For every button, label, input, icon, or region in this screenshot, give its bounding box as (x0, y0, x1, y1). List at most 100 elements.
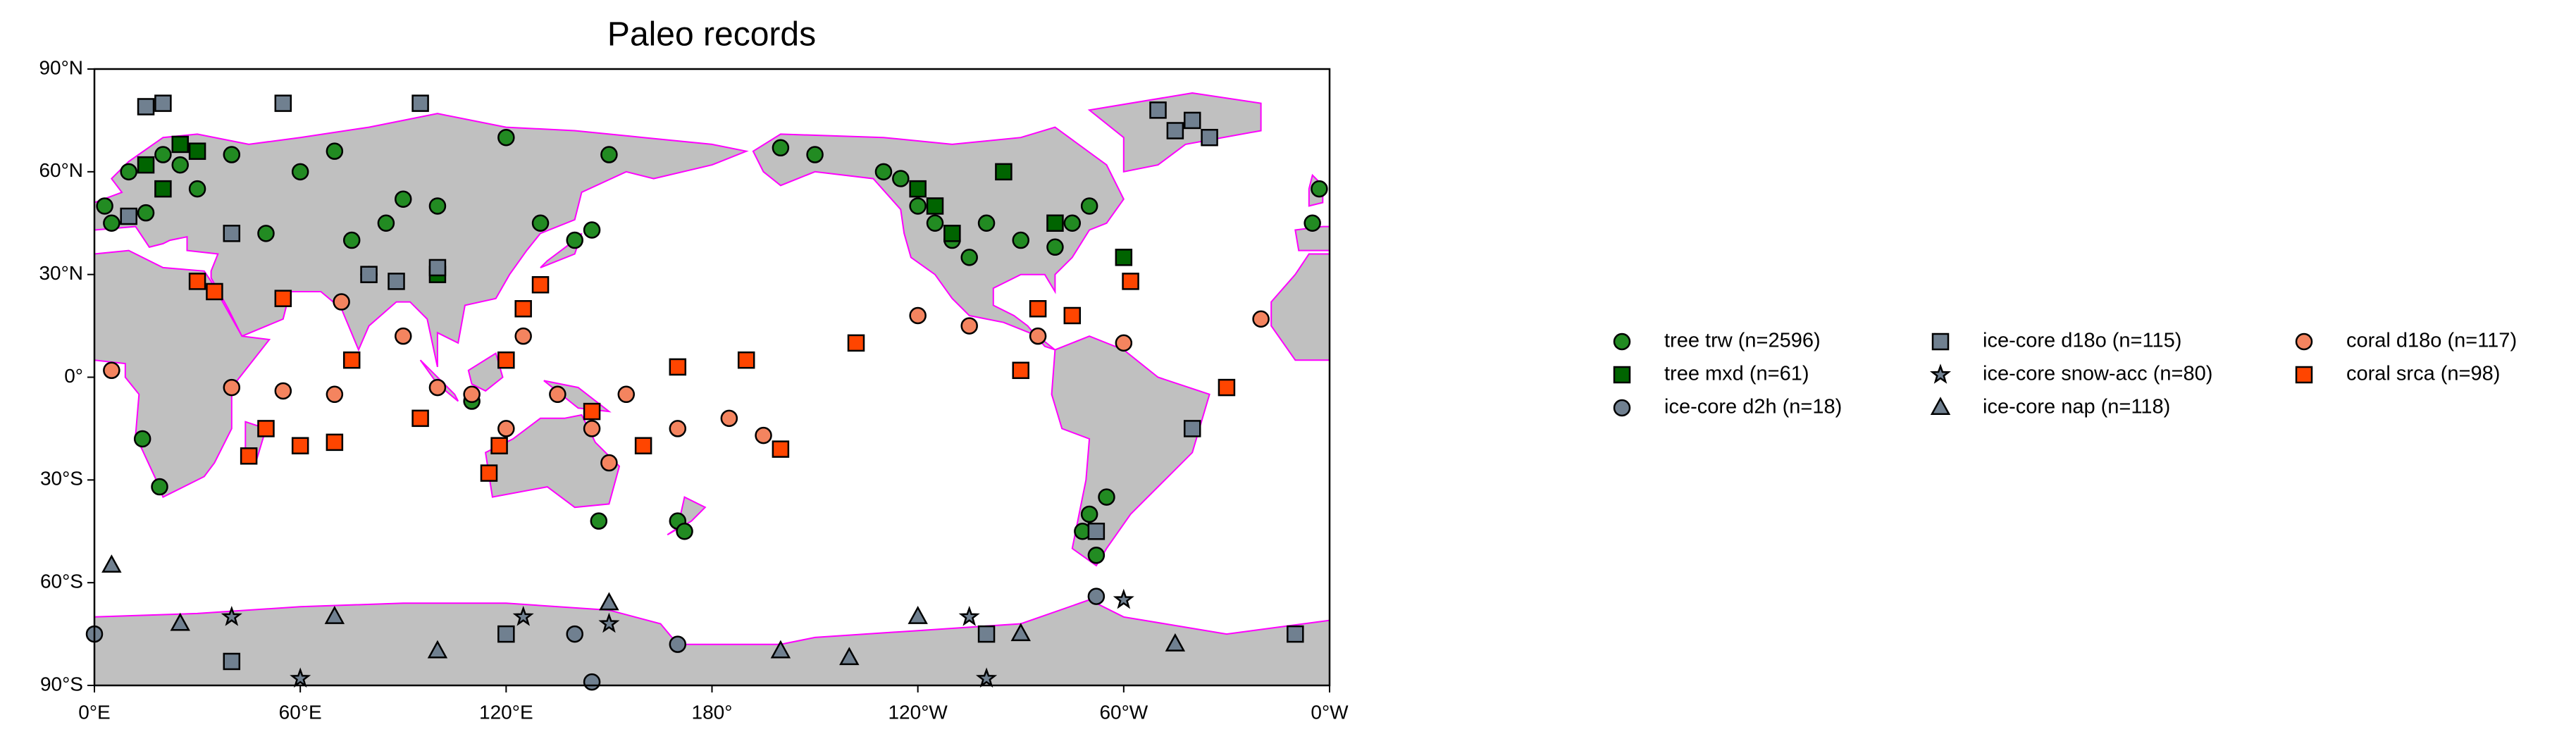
marker-star (221, 605, 242, 626)
marker-star (1929, 363, 1952, 384)
marker-triangle (101, 554, 122, 573)
marker-star (512, 605, 534, 626)
landmass (467, 352, 504, 392)
y-tick-label: 30°S (40, 468, 83, 490)
marker-triangle (839, 647, 860, 666)
marker-circle (1311, 180, 1328, 198)
marker-circle (720, 409, 738, 428)
marker-square (137, 156, 155, 174)
landmass (752, 126, 1125, 351)
x-tick-label: 180° (692, 701, 733, 723)
marker-square (154, 180, 172, 198)
marker-square (847, 334, 865, 352)
marker-square (360, 266, 378, 283)
legend: tree trw (n=2596) tree mxd (n=61) ice-core… (1613, 330, 2517, 418)
marker-square (943, 225, 961, 242)
marker-square (428, 259, 447, 277)
marker-square (188, 142, 206, 160)
marker-circle (583, 221, 601, 239)
marker-circle (1046, 238, 1064, 256)
landmass (1270, 253, 1330, 361)
marker-square (2295, 366, 2313, 384)
marker-circle (274, 382, 292, 400)
marker-circle (103, 361, 120, 380)
x-tick-label: 0°W (1311, 701, 1349, 723)
marker-square (1029, 300, 1047, 318)
marker-circle (1613, 399, 1631, 417)
marker-square (1115, 249, 1133, 266)
landmass (484, 414, 621, 509)
marker-star (598, 612, 620, 633)
marker-square (411, 409, 429, 428)
marker-square (977, 625, 996, 643)
marker-circle (342, 231, 361, 249)
marker-circle (154, 146, 172, 163)
marker-circle (1080, 197, 1098, 215)
marker-square (737, 351, 755, 369)
marker-triangle (1010, 623, 1031, 642)
legend-label: ice-core snow-acc (n=80) (1983, 363, 2212, 385)
marker-square (490, 437, 508, 454)
marker-square (1183, 111, 1201, 130)
y-tick-label: 60°S (40, 571, 83, 592)
x-tick-label: 0°E (78, 701, 110, 723)
marker-square (1122, 273, 1139, 290)
marker-triangle (908, 605, 928, 624)
x-tick-label: 60°W (1099, 701, 1148, 723)
marker-square (240, 447, 258, 465)
marker-circle (428, 378, 447, 397)
marker-triangle (324, 605, 345, 624)
marker-circle (1087, 547, 1106, 564)
marker-square (188, 273, 206, 290)
marker-circle (960, 317, 978, 335)
marker-circle (617, 385, 636, 404)
marker-circle (806, 146, 824, 163)
y-tick-label: 90°S (40, 673, 83, 695)
axes: 0°E 60°E 120°E 180° 120°W 60°W 0°W 90°S 60°S 30°S… (39, 56, 1349, 723)
marker-circle (395, 327, 412, 345)
marker-circle (326, 142, 344, 160)
marker-circle (600, 146, 618, 163)
marker-circle (257, 225, 275, 242)
marker-circle (1029, 327, 1047, 345)
legend-label: tree mxd (n=61) (1664, 363, 1809, 385)
marker-circle (133, 430, 151, 448)
marker-circle (137, 204, 155, 222)
marker-circle (566, 625, 583, 643)
marker-square (995, 163, 1013, 181)
marker-square (1183, 420, 1201, 437)
marker-circle (566, 231, 583, 249)
marker-circle (772, 139, 790, 157)
marker-triangle (427, 640, 448, 659)
x-tick-label: 120°E (479, 701, 533, 723)
marker-circle (377, 214, 395, 232)
marker-circle (2295, 332, 2313, 351)
marker-square (342, 351, 361, 369)
marker-circle (1304, 214, 1321, 232)
marker-circle (188, 180, 206, 198)
marker-square (1931, 332, 1950, 351)
marker-circle (326, 385, 344, 404)
marker-square (257, 420, 275, 437)
marker-circle (171, 156, 189, 174)
marker-square (1046, 214, 1064, 232)
marker-square (909, 180, 927, 198)
marker-square (497, 351, 515, 369)
marker-triangle (170, 612, 190, 631)
marker-square (388, 273, 405, 290)
marker-circle (549, 385, 566, 404)
marker-square (1166, 122, 1184, 139)
marker-square (206, 282, 223, 301)
marker-circle (1115, 334, 1133, 352)
marker-triangle (1165, 633, 1186, 652)
marker-circle (909, 306, 927, 325)
marker-circle (1613, 332, 1631, 351)
marker-square (1149, 101, 1167, 119)
marker-star (290, 667, 311, 688)
marker-square (1613, 366, 1631, 384)
marker-star (1113, 588, 1134, 609)
marker-circle (514, 327, 532, 345)
marker-square (154, 94, 172, 112)
marker-triangle (599, 592, 619, 611)
